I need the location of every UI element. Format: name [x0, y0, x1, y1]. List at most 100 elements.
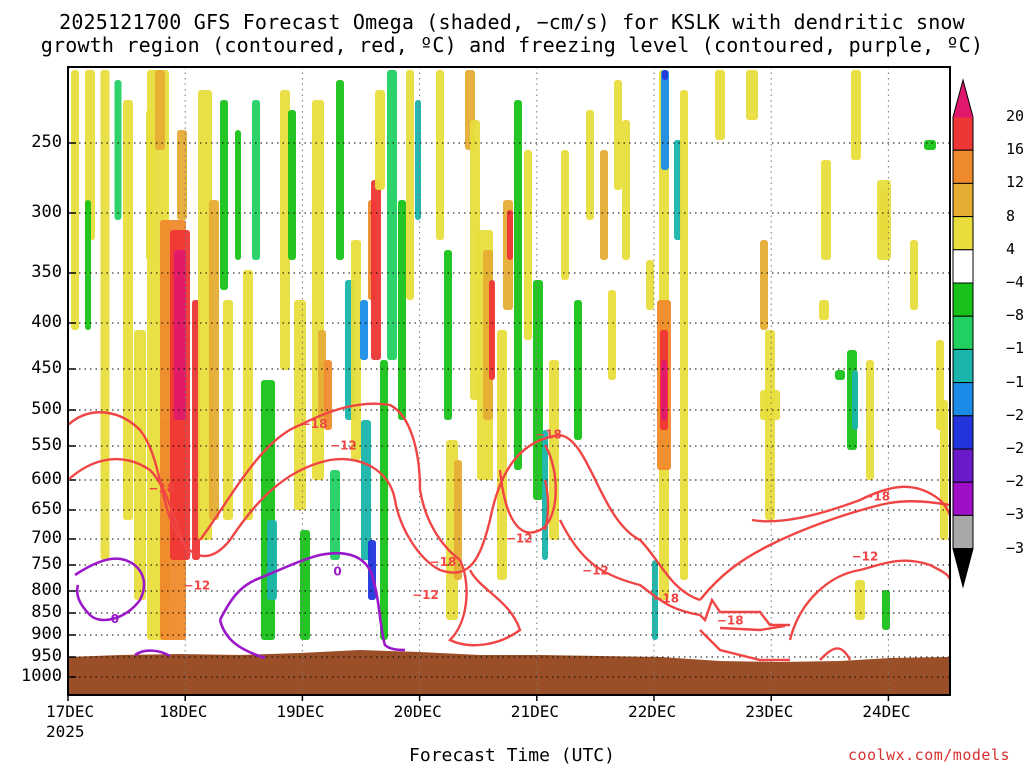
omega-cell [294, 300, 306, 510]
colorbar-label: −4 [1006, 273, 1024, 291]
dgz-contour [199, 402, 461, 561]
contour-label: −12 [330, 439, 357, 453]
y-tick-label: 250 [31, 132, 62, 152]
y-tick-label: 450 [31, 358, 62, 378]
omega-cell [835, 370, 845, 380]
omega-cell [252, 100, 260, 260]
colorbar-label: 16 [1006, 140, 1024, 159]
freezing-contour [218, 551, 406, 652]
colorbar-swatch [952, 514, 974, 550]
omega-cell [71, 70, 79, 330]
contour-label: −18 [148, 482, 175, 496]
y-tick-label: 350 [31, 262, 62, 282]
omega-cell [851, 70, 861, 160]
omega-cell [586, 110, 594, 220]
contour-label: −18 [535, 428, 562, 442]
omega-cell [375, 90, 385, 190]
omega-cell [600, 150, 608, 260]
omega-cell [855, 580, 865, 620]
omega-cell [661, 70, 669, 170]
omega-cell [415, 100, 421, 220]
omega-cell [444, 250, 452, 420]
omega-cell [361, 420, 371, 560]
omega-cell [574, 300, 582, 440]
omega-cell [940, 400, 948, 540]
colorbar-swatch [952, 448, 974, 483]
colorbar-swatch [952, 149, 974, 184]
omega-cell [280, 90, 290, 370]
contour-label: −12 [412, 588, 439, 602]
freezing-contour [74, 557, 146, 622]
omega-cell [514, 100, 522, 470]
colorbar-swatch [952, 216, 974, 251]
omega-cell [760, 240, 768, 330]
omega-cell [662, 70, 668, 80]
colorbar-label: 4 [1006, 239, 1016, 258]
contour-label: −18 [717, 613, 744, 627]
omega-cell [614, 80, 622, 190]
ground-terrain [68, 650, 950, 695]
omega-cell [646, 260, 654, 310]
contour-label: −18 [863, 489, 890, 503]
omega-cell [85, 70, 95, 240]
y-tick-label: 950 [31, 646, 62, 666]
dgz-contour [699, 629, 790, 662]
omega-cell [661, 360, 667, 420]
omega-cell [561, 150, 569, 280]
dgz-contour [751, 485, 950, 530]
omega-cell [680, 90, 688, 580]
colorbar-label: −16 [1006, 372, 1024, 391]
omega-cell [300, 530, 310, 640]
colorbar-label: −32 [1006, 505, 1024, 524]
contour-lines [68, 402, 950, 662]
omega-cell [866, 360, 874, 480]
omega-cell [436, 70, 444, 240]
contour-label: −18 [301, 417, 328, 431]
dgz-contour [498, 444, 557, 534]
freezing-contour [134, 649, 171, 658]
omega-cell [387, 70, 397, 360]
contour-label: −12 [184, 578, 211, 592]
colorbar-swatch [952, 348, 974, 384]
omega-cell [398, 200, 406, 420]
colorbar-label: 8 [1006, 206, 1016, 225]
plot-frame [67, 66, 951, 696]
freezing-contour [218, 619, 266, 660]
colorbar-swatch [952, 249, 974, 284]
colorbar-label: −12 [1006, 339, 1024, 358]
omega-cell [622, 120, 630, 260]
omega-cell [288, 110, 296, 260]
omega-cell [821, 160, 831, 260]
omega-cell [209, 200, 219, 520]
x-tick-label: 22DEC [628, 702, 677, 721]
colorbar-swatch [952, 116, 974, 151]
x-tick-label: 23DEC [745, 702, 794, 721]
omega-cell [174, 250, 186, 420]
dgz-contour [699, 500, 950, 601]
contour-label: −12 [852, 550, 879, 564]
dgz-contour [68, 411, 701, 602]
dgz-contour [819, 647, 852, 661]
omega-cell [330, 470, 340, 560]
colorbar-swatch [952, 415, 974, 450]
y-tick-label: 700 [31, 528, 62, 548]
colorbar-swatch [952, 481, 974, 516]
omega-cell [243, 270, 253, 520]
contour-labels: −18−18−12−12−18−12−18−12−12−18−18−18−120… [111, 417, 890, 628]
x-tick-label: 21DEC [510, 702, 559, 721]
omega-cell [533, 280, 543, 500]
contour-label: −12 [506, 532, 533, 546]
omega-cell [765, 330, 775, 520]
y-tick-label: 850 [31, 602, 62, 622]
y-tick-label: 800 [31, 580, 62, 600]
omega-cell [760, 390, 780, 420]
chart-title-line-1: 2025121700 GFS Forecast Omega (shaded, −… [59, 10, 965, 34]
omega-cell [267, 520, 277, 600]
omega-cell [507, 210, 513, 260]
omega-cell [715, 70, 725, 140]
contour-label: −18 [430, 555, 457, 569]
omega-cell [746, 70, 758, 120]
y-tick-label: 900 [31, 624, 62, 644]
x-tick-label: 24DEC [862, 702, 911, 721]
